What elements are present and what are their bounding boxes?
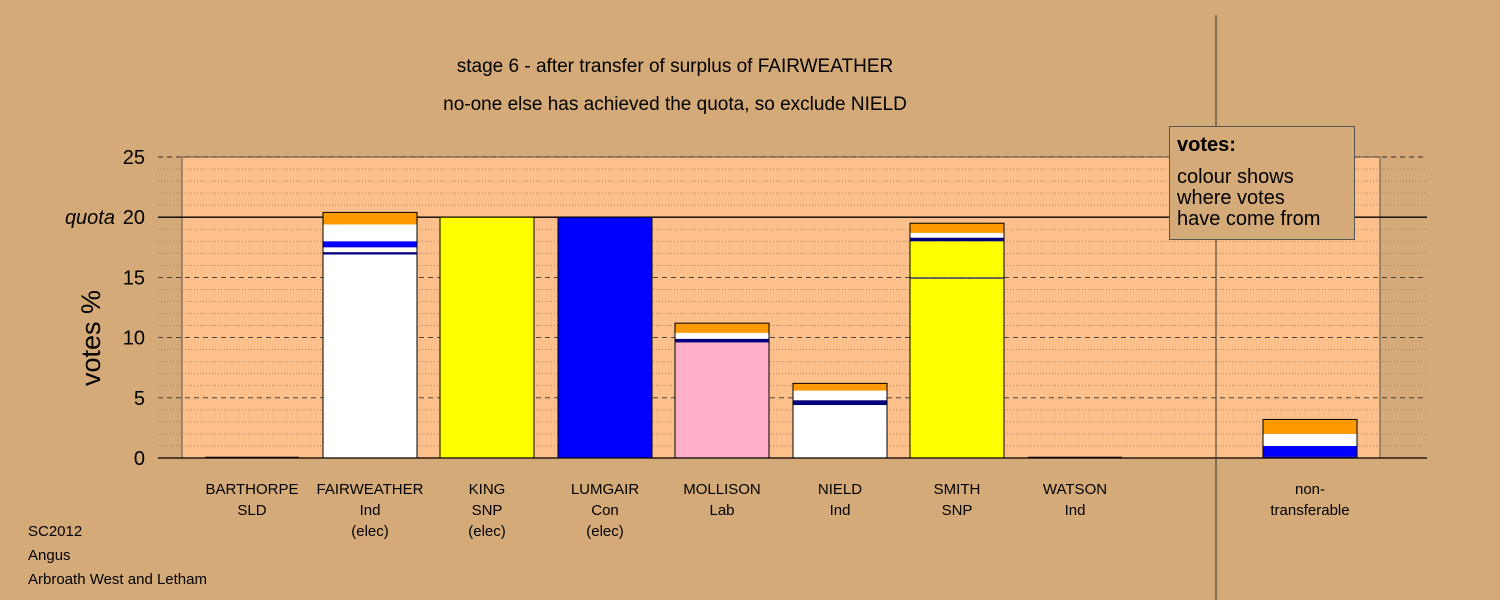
bar-segment [910, 223, 1004, 233]
legend-line-2: where votes [1177, 187, 1285, 209]
bar-segment [323, 252, 417, 255]
bar-segment [675, 342, 769, 458]
bar-segment [558, 217, 652, 458]
y-tick-label: 5 [134, 388, 145, 410]
category-name-label: WATSON [1043, 481, 1107, 498]
bar-non [1262, 418, 1358, 459]
legend: votes: colour shows where votes have com… [1169, 126, 1355, 240]
category-name-label: non- [1295, 481, 1325, 498]
bar-segment [1263, 445, 1357, 457]
quota-label: quota [65, 207, 115, 229]
category-party-label: transferable [1270, 502, 1349, 519]
category-labels: BARTHORPE SLD FAIRWEATHER Ind (elec) KING SNP (… [205, 481, 1349, 540]
category-name-label: FAIRWEATHER [317, 481, 424, 498]
legend-line-1: colour shows [1177, 166, 1294, 188]
bar-segment [910, 241, 1004, 278]
category-party-label: Ind [830, 502, 851, 519]
footer-code: SC2012 [28, 523, 82, 540]
y-axis-label: votes % [76, 290, 106, 386]
bar-segment [323, 212, 417, 225]
category-status-label: (elec) [468, 523, 506, 540]
footer-council: Angus [28, 547, 71, 564]
category-party-label: SLD [237, 502, 266, 519]
chart-subtitle: no-one else has achieved the quota, so e… [443, 94, 907, 115]
bar-mollison [674, 322, 770, 459]
category-party-label: SNP [942, 502, 973, 519]
bar-segment [323, 224, 417, 242]
bar-lumgair [557, 216, 653, 459]
category-name-label: BARTHORPE [205, 481, 298, 498]
bar-fairweather [322, 211, 418, 459]
bar-nield [792, 382, 888, 459]
y-tick-label: 0 [134, 448, 145, 470]
bar-segment [323, 254, 417, 458]
bar-smith [909, 222, 1005, 459]
bar-segment [793, 405, 887, 458]
category-name-label: KING [469, 481, 506, 498]
category-party-label: Lab [709, 502, 734, 519]
bar-segment [323, 241, 417, 248]
bar-segment [675, 338, 769, 343]
bar-segment [323, 247, 417, 253]
chart-title: stage 6 - after transfer of surplus of F… [457, 56, 893, 77]
bar-segment [1263, 419, 1357, 434]
bar-segment [910, 237, 1004, 242]
bar-segment [1263, 456, 1357, 458]
bar-segment [793, 390, 887, 401]
category-status-label: (elec) [351, 523, 389, 540]
bar-segment [440, 217, 534, 458]
bar-segment [793, 400, 887, 406]
y-tick-label: 25 [123, 147, 145, 169]
bar-segment [793, 383, 887, 391]
bar-segment [675, 332, 769, 339]
legend-line-3: have come from [1177, 208, 1321, 230]
bar-segment [910, 278, 1004, 458]
category-party-label: SNP [472, 502, 503, 519]
category-name-label: MOLLISON [683, 481, 761, 498]
category-name-label: NIELD [818, 481, 862, 498]
bar-king [439, 216, 535, 459]
bar-segment [675, 323, 769, 333]
category-party-label: Con [591, 502, 619, 519]
y-tick-label: 10 [123, 328, 145, 350]
category-name-label: SMITH [934, 481, 981, 498]
category-status-label: (elec) [586, 523, 624, 540]
axes: 0 5 10 15 20 25 [123, 15, 1427, 600]
y-tick-label: 20 [123, 207, 145, 229]
y-tick-label: 15 [123, 267, 145, 289]
bar-segment [910, 232, 1004, 238]
category-name-label: LUMGAIR [571, 481, 640, 498]
bar-segment [910, 277, 1004, 279]
category-party-label: Ind [1065, 502, 1086, 519]
bars [205, 211, 1358, 459]
category-party-label: Ind [360, 502, 381, 519]
bar-segment [1263, 433, 1357, 446]
legend-title: votes: [1177, 134, 1236, 156]
footer-ward: Arbroath West and Letham [28, 571, 207, 588]
